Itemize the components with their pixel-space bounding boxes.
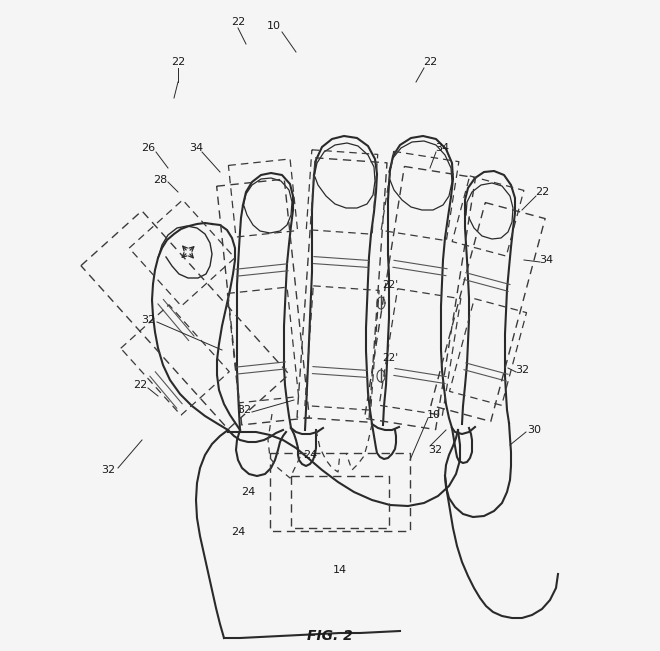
Text: 22': 22': [382, 280, 398, 290]
Text: 34: 34: [435, 143, 449, 153]
Text: 24: 24: [241, 487, 255, 497]
Text: 32: 32: [428, 445, 442, 455]
Text: 22: 22: [133, 380, 147, 390]
Text: 10: 10: [427, 410, 441, 420]
Text: 28: 28: [153, 175, 167, 185]
Text: 30: 30: [527, 425, 541, 435]
Text: FIG. 2: FIG. 2: [307, 629, 353, 643]
Text: 34: 34: [189, 143, 203, 153]
Text: 24: 24: [231, 527, 245, 537]
Text: 32: 32: [101, 465, 115, 475]
Text: 32: 32: [237, 405, 251, 415]
Text: 22: 22: [535, 187, 549, 197]
Text: 26: 26: [141, 143, 155, 153]
Text: 32: 32: [515, 365, 529, 375]
Text: 22: 22: [171, 57, 185, 67]
Text: 22: 22: [423, 57, 437, 67]
Text: 24: 24: [303, 450, 317, 460]
Text: 34: 34: [539, 255, 553, 265]
Text: 10: 10: [267, 21, 281, 31]
Text: 22: 22: [231, 17, 245, 27]
Text: 32: 32: [141, 315, 155, 325]
Text: 14: 14: [333, 565, 347, 575]
Text: 22': 22': [382, 353, 398, 363]
